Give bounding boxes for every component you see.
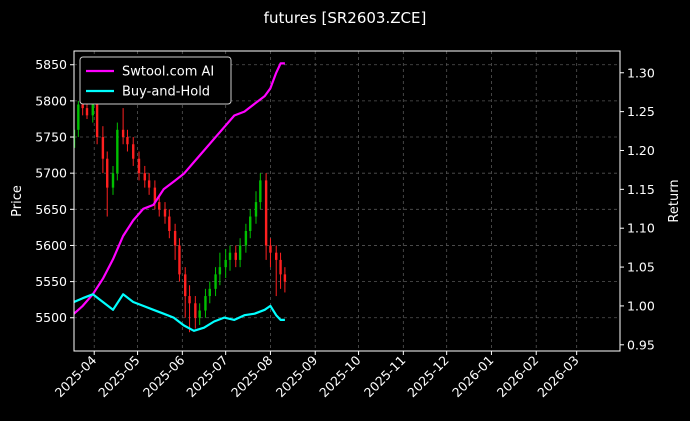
candle-body	[204, 296, 207, 311]
y-tick-label: 5700	[35, 166, 67, 181]
candle-body	[184, 274, 187, 297]
candle-body	[275, 252, 278, 260]
y2-tick-label: 1.15	[627, 182, 655, 197]
candle-body	[214, 274, 217, 289]
plot-frame	[73, 50, 621, 352]
candle-body	[137, 158, 141, 174]
y2-tick-label: 1.05	[627, 260, 655, 275]
y-tick-label: 5650	[35, 202, 67, 217]
y2-axis-label: Return	[667, 179, 682, 222]
candles	[74, 90, 287, 333]
y2-tick-label: 0.95	[627, 337, 655, 352]
candle-body	[224, 259, 227, 268]
candle-body	[259, 180, 262, 203]
candle-body	[153, 187, 157, 203]
candle-body	[77, 104, 80, 130]
candle-body	[264, 180, 268, 246]
y-axis-label: Price	[10, 185, 25, 217]
candle-body	[95, 100, 99, 138]
candle-body	[81, 104, 84, 109]
y-tick-label: 5600	[35, 238, 67, 253]
candle-body	[228, 252, 232, 260]
candle-body	[244, 231, 248, 246]
y2-tick-label: 1.10	[627, 221, 655, 236]
legend-label: Swtool.com AI	[122, 65, 214, 80]
candle-body	[238, 245, 242, 260]
candle-body	[116, 129, 119, 174]
candle-body	[163, 209, 167, 217]
candle-body	[249, 216, 252, 231]
y2-tick-label: 1.20	[627, 143, 655, 158]
candle-body	[106, 158, 109, 188]
legend-box	[79, 56, 232, 105]
candle-body	[74, 129, 76, 148]
y-tick-label: 5750	[35, 130, 67, 145]
candle-body	[143, 173, 146, 181]
candle-body	[173, 231, 177, 246]
candle-body	[218, 267, 222, 275]
candle-body	[208, 288, 211, 297]
y2-tick-label: 1.25	[627, 104, 655, 119]
candle-body	[126, 137, 129, 145]
series-line-buy-and-hold	[74, 293, 285, 332]
series-line-swtool-ai	[74, 62, 285, 315]
y2-tick-label: 1.30	[627, 65, 655, 80]
y-tick-label: 5850	[35, 57, 67, 72]
candle-body	[132, 144, 135, 159]
candle-body	[111, 173, 115, 188]
chart-title: futures [SR2603.ZCE]	[264, 9, 427, 27]
legend-label: Buy-and-Hold	[122, 85, 210, 100]
candle-body	[234, 252, 237, 260]
candle-body	[168, 216, 171, 231]
candle-body	[158, 202, 161, 210]
candle-body	[147, 180, 151, 188]
candle-body	[269, 245, 272, 253]
y2-tick-label: 1.00	[627, 298, 655, 313]
candle-body	[85, 108, 89, 116]
candle-body	[283, 274, 287, 282]
y-tick-label: 5800	[35, 93, 67, 108]
candle-body	[188, 296, 191, 304]
candle-body	[101, 137, 105, 159]
candle-body	[198, 310, 201, 318]
candle-body	[91, 100, 94, 116]
series-lines	[74, 62, 285, 332]
legend: Swtool.com AI Buy-and-Hold	[79, 56, 232, 105]
candle-body	[178, 245, 181, 275]
y-tick-label: 5500	[35, 310, 67, 325]
candle-body	[194, 303, 197, 318]
y-tick-label: 5550	[35, 274, 67, 289]
candle-body	[279, 259, 282, 275]
candle-body	[121, 129, 125, 138]
candle-body	[254, 202, 258, 217]
